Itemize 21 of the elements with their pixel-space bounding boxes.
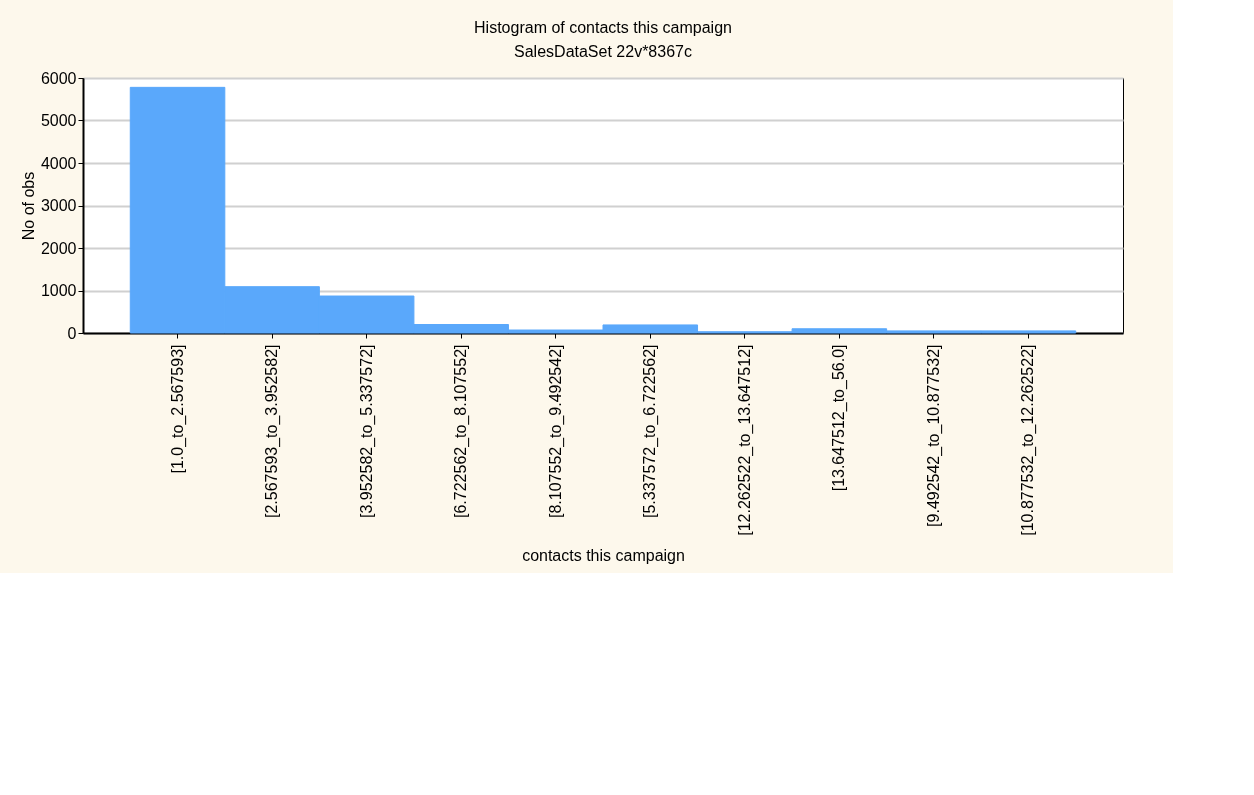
x-tick-label: [2.567593_to_3.952582] <box>263 344 282 518</box>
x-tick-label: [3.952582_to_5.337572] <box>357 344 376 518</box>
y-tick-label: 5000 <box>40 112 77 129</box>
y-tick-label: 2000 <box>40 239 77 257</box>
x-tick-label: [13.647512_to_56.0] <box>830 344 849 492</box>
x-tick-label: [8.107552_to_9.492542] <box>546 344 565 518</box>
y-tick-label: 6000 <box>40 69 77 87</box>
x-tick-label: [10.877532_to_12.262522] <box>1019 344 1038 536</box>
chart-title: Histogram of contacts this campaign <box>474 19 732 36</box>
x-tick-label: [12.262522_to_13.647512] <box>735 344 754 536</box>
x-axis-title: contacts this campaign <box>522 546 685 564</box>
y-tick-label: 1000 <box>40 282 77 299</box>
x-tick-label: [1.0_to_2.567593] <box>168 344 187 474</box>
y-tick-label: 0 <box>67 324 77 342</box>
x-tick-label: [6.722562_to_8.107552] <box>452 344 471 518</box>
y-tick-label: 4000 <box>40 154 77 172</box>
y-tick-label: 3000 <box>40 197 77 214</box>
x-tick-label: [5.337572_to_6.722562] <box>641 344 660 518</box>
chart-subtitle: SalesDataSet 22v*8367c <box>514 43 692 60</box>
y-axis-title: No of obs <box>19 171 37 241</box>
x-tick-label: [9.492542_to_10.877532] <box>924 344 943 527</box>
